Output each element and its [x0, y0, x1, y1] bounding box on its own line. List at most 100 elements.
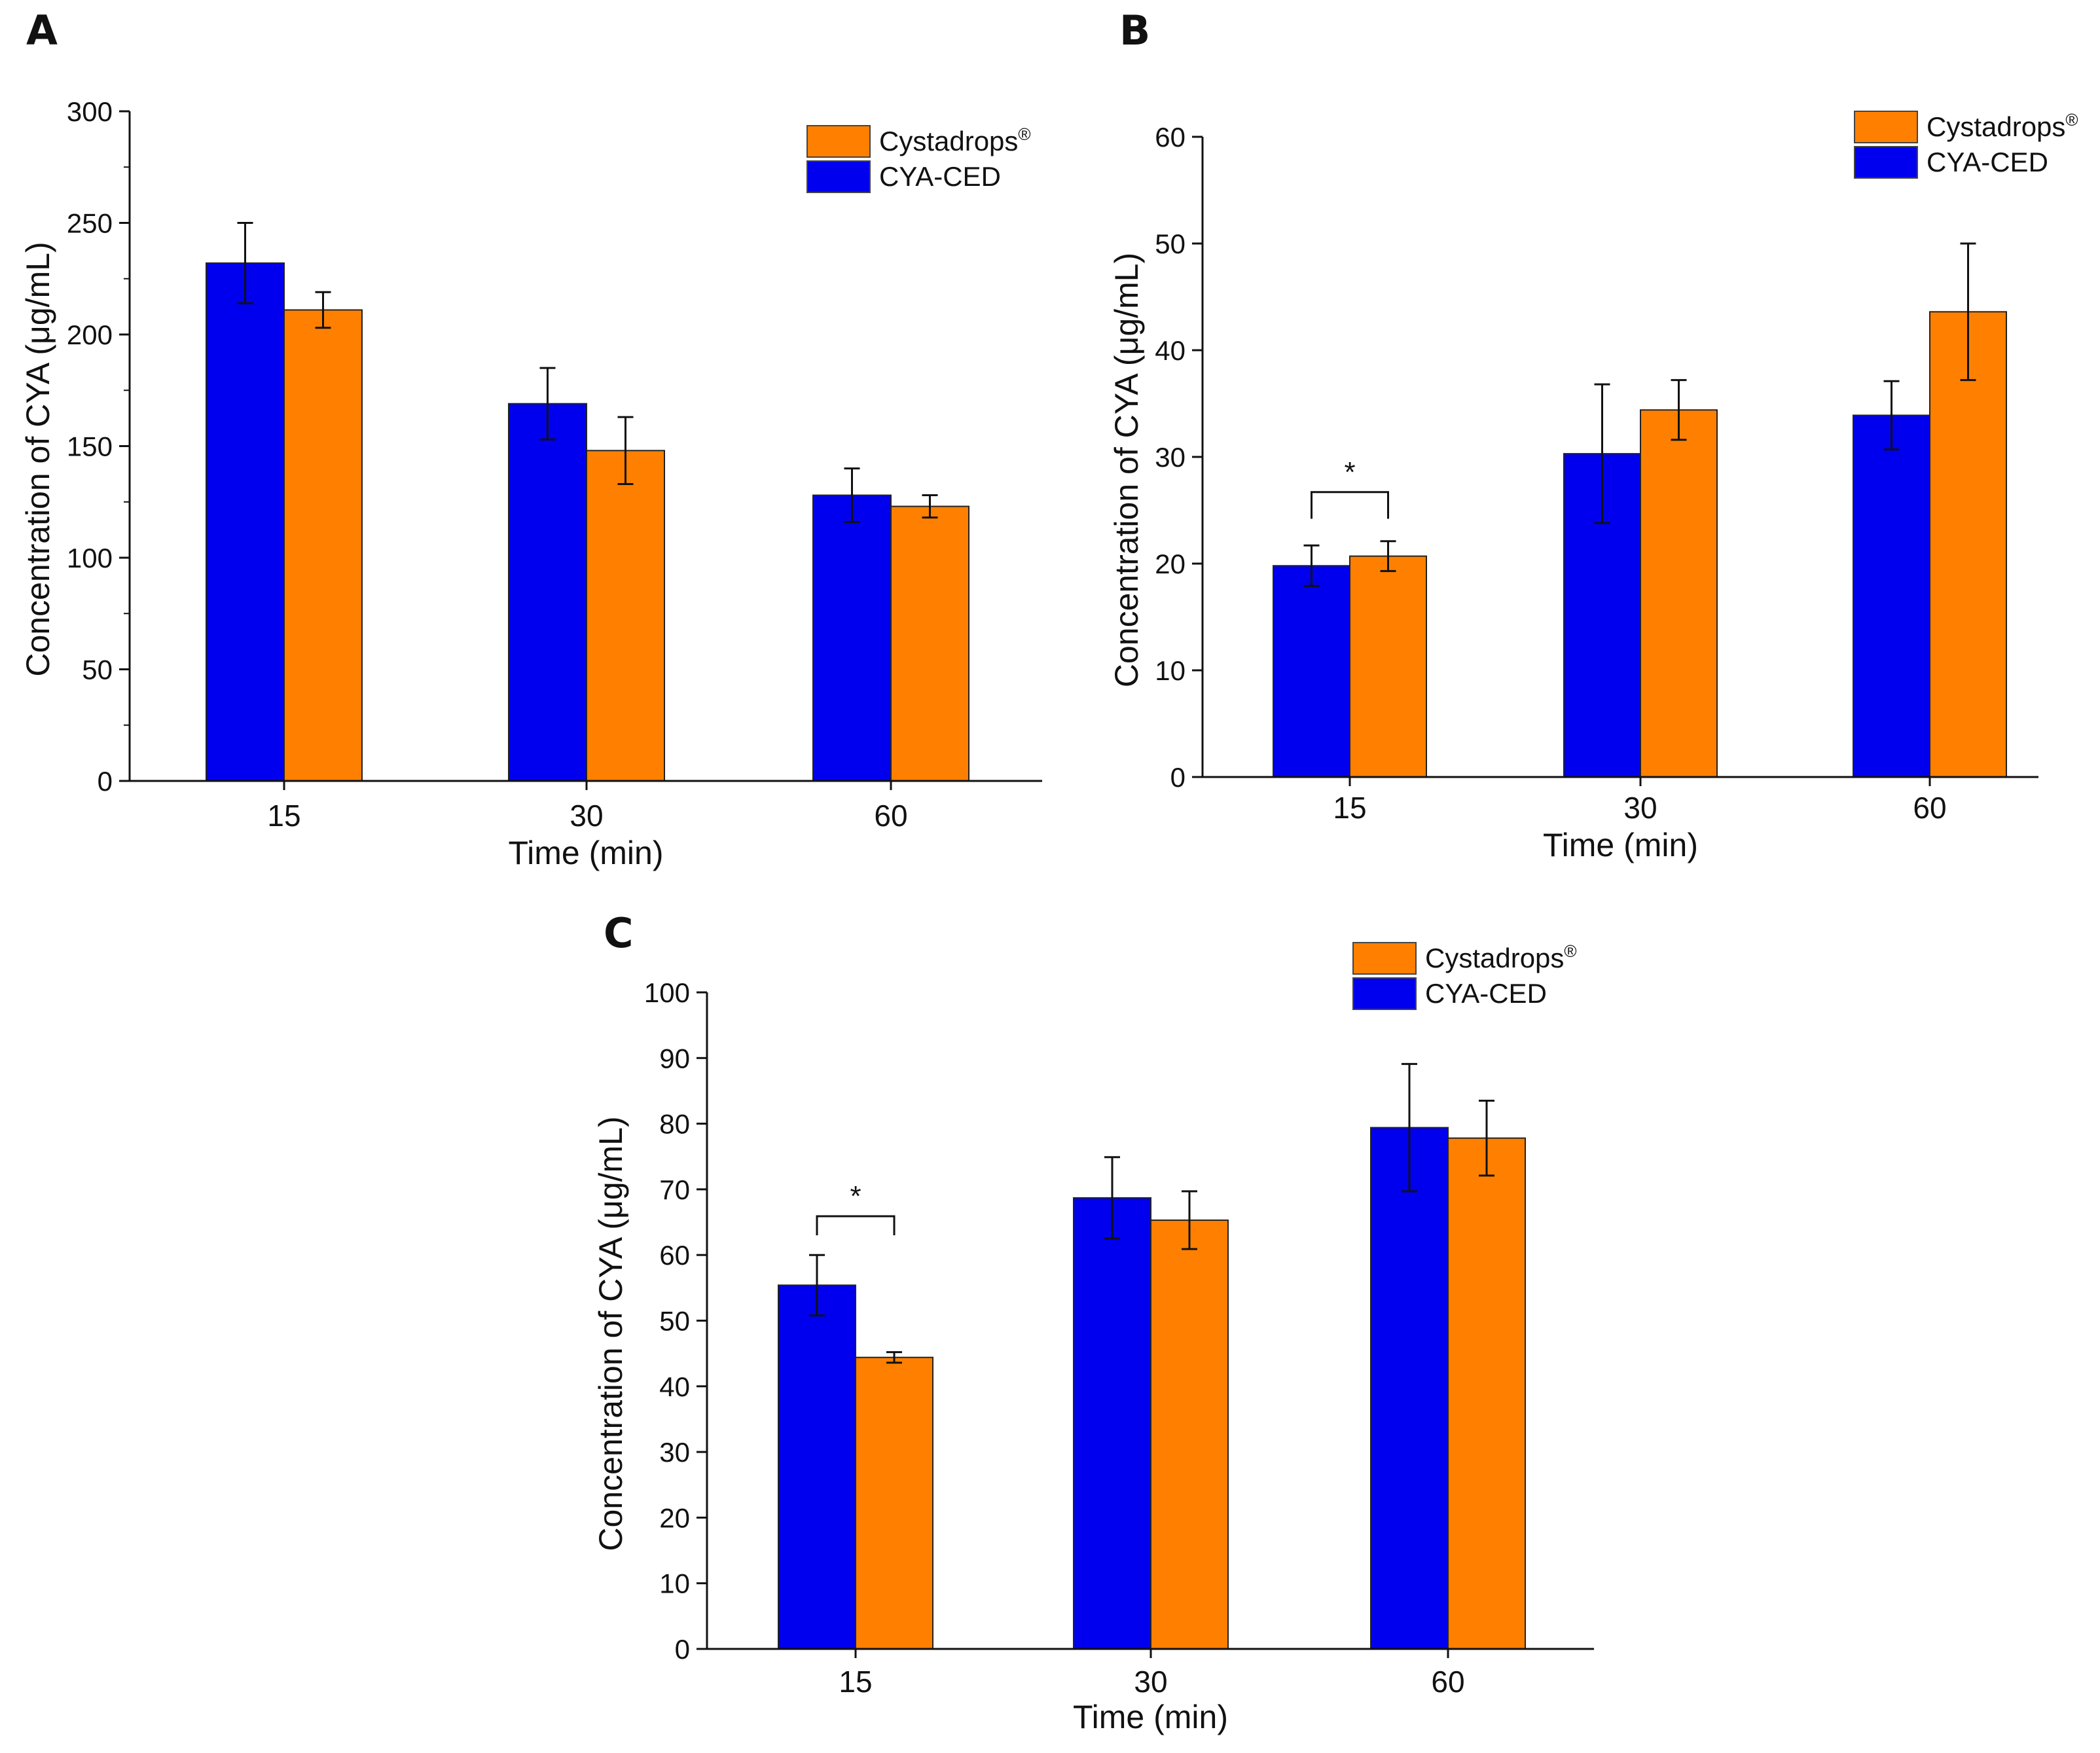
x-tick-label: 30	[1623, 791, 1657, 825]
legend-label: CYA-CED	[1425, 978, 1547, 1009]
legend-swatch	[806, 125, 871, 158]
error-bar	[1182, 1190, 1197, 1250]
error-bar	[886, 1351, 902, 1364]
x-tick-label: 60	[1431, 1665, 1464, 1699]
error-bar	[1303, 544, 1320, 587]
bar-cystadrops-60	[1929, 311, 2007, 778]
bar-cyaced-15	[778, 1284, 856, 1650]
y-tick-label: 40	[659, 1371, 690, 1402]
x-tick-label: 15	[839, 1665, 872, 1699]
y-tick-label: 100	[67, 543, 113, 573]
error-bar	[922, 494, 938, 519]
bar-cystadrops-15	[283, 309, 363, 782]
error-bar	[539, 367, 556, 441]
registered-mark: ®	[1018, 124, 1030, 144]
bar-cystadrops-30	[1640, 409, 1718, 778]
y-tick-label: 60	[659, 1240, 690, 1271]
error-bar	[1960, 242, 1976, 382]
x-tick-label: 60	[874, 799, 907, 833]
chart-panel-b: B 0 10 20 30 40 50 60 15 30 60 Time (min) Concentrat…	[1108, 7, 2078, 863]
x-tick-label: 15	[267, 799, 300, 833]
bar-cystadrops-15	[855, 1356, 933, 1650]
x-axis-label: Time (min)	[1073, 1699, 1228, 1735]
legend-label: Cystadrops®	[1425, 941, 1577, 973]
y-tick-label: 70	[659, 1174, 690, 1205]
y-tick-label: 250	[67, 208, 113, 239]
y-tick-label: 300	[67, 96, 113, 127]
bar-cyaced-30	[1073, 1197, 1151, 1650]
bar-cystadrops-30	[586, 450, 665, 782]
legend: Cystadrops® CYA-CED	[1352, 941, 1577, 1010]
error-bar	[1594, 383, 1610, 524]
x-tick-label: 15	[1333, 791, 1366, 825]
y-tick-label: 150	[67, 431, 113, 462]
chart-panel-a: A 0 50 100 150 200 250 300 15 30 60 Time (min) Conce…	[20, 7, 1042, 871]
bar-cystadrops-15	[1349, 555, 1427, 778]
bar-cyaced-15	[206, 262, 285, 782]
significance-bracket	[1311, 491, 1389, 519]
legend-swatch	[806, 160, 871, 193]
error-bar	[1883, 380, 1900, 451]
y-tick-label: 80	[659, 1109, 690, 1140]
y-tick-label: 30	[659, 1437, 690, 1468]
significance-star: *	[850, 1180, 861, 1212]
x-tick-label: 30	[1134, 1665, 1167, 1699]
y-axis-label: Concentration of CYA (μg/mL)	[592, 1116, 629, 1551]
error-bar	[1671, 379, 1687, 441]
y-tick-label: 0	[98, 766, 113, 797]
y-tick-label: 30	[1155, 442, 1186, 473]
y-tick-label: 0	[675, 1634, 690, 1665]
error-bar	[237, 222, 253, 304]
legend: Cystadrops® CYA-CED	[1854, 110, 2078, 179]
x-tick-label: 30	[570, 799, 603, 833]
significance-star: *	[1344, 456, 1355, 488]
significance-bracket	[816, 1215, 896, 1236]
y-tick-label: 20	[659, 1502, 690, 1533]
error-bar	[315, 291, 331, 329]
legend-swatch	[1854, 111, 1918, 143]
y-tick-label: 10	[1155, 655, 1186, 686]
bar-cyaced-60	[1853, 414, 1930, 778]
legend-swatch	[1352, 942, 1417, 975]
bar-cyaced-60	[1370, 1127, 1449, 1650]
error-bar	[1479, 1099, 1494, 1177]
legend-label: Cystadrops®	[1927, 110, 2078, 142]
y-tick-label: 50	[82, 655, 113, 685]
y-tick-label: 40	[1155, 335, 1186, 366]
legend-label: CYA-CED	[879, 161, 1001, 192]
legend-swatch	[1854, 146, 1918, 179]
y-tick-label: 50	[659, 1306, 690, 1337]
y-tick-label: 0	[1170, 762, 1186, 793]
y-axis-label: Concentration of CYA (μg/mL)	[20, 242, 56, 676]
y-tick-label: 20	[1155, 549, 1186, 579]
legend-label: Cystadrops®	[879, 124, 1031, 156]
legend-label: CYA-CED	[1927, 147, 2048, 177]
y-axis-label: Concentration of CYA (μg/mL)	[1108, 253, 1145, 687]
error-bar	[809, 1254, 825, 1316]
registered-mark: ®	[1564, 941, 1576, 961]
x-axis-label: Time (min)	[508, 835, 663, 871]
x-axis-label: Time (min)	[1543, 827, 1698, 863]
registered-mark: ®	[2065, 110, 2078, 130]
legend-swatch	[1352, 977, 1417, 1010]
x-tick-label: 60	[1913, 791, 1946, 825]
y-tick-label: 50	[1155, 228, 1186, 259]
bar-cystadrops-60	[1447, 1137, 1526, 1650]
error-bar	[844, 467, 860, 523]
y-tick-label: 60	[1155, 122, 1186, 153]
y-tick-label: 100	[644, 977, 690, 1008]
bar-cyaced-15	[1273, 565, 1350, 778]
y-tick-label: 10	[659, 1568, 690, 1599]
bar-cystadrops-30	[1150, 1220, 1229, 1650]
panel-letter: B	[1119, 7, 1150, 54]
panel-letter: A	[26, 7, 58, 54]
bar-cystadrops-60	[890, 505, 969, 782]
bar-cyaced-60	[812, 494, 892, 782]
error-bar	[1104, 1156, 1120, 1240]
y-tick-label: 200	[67, 319, 113, 350]
error-bar	[1380, 540, 1396, 572]
legend: Cystadrops® CYA-CED	[806, 124, 1031, 193]
panel-letter: C	[604, 909, 634, 957]
bar-cyaced-30	[508, 403, 587, 782]
